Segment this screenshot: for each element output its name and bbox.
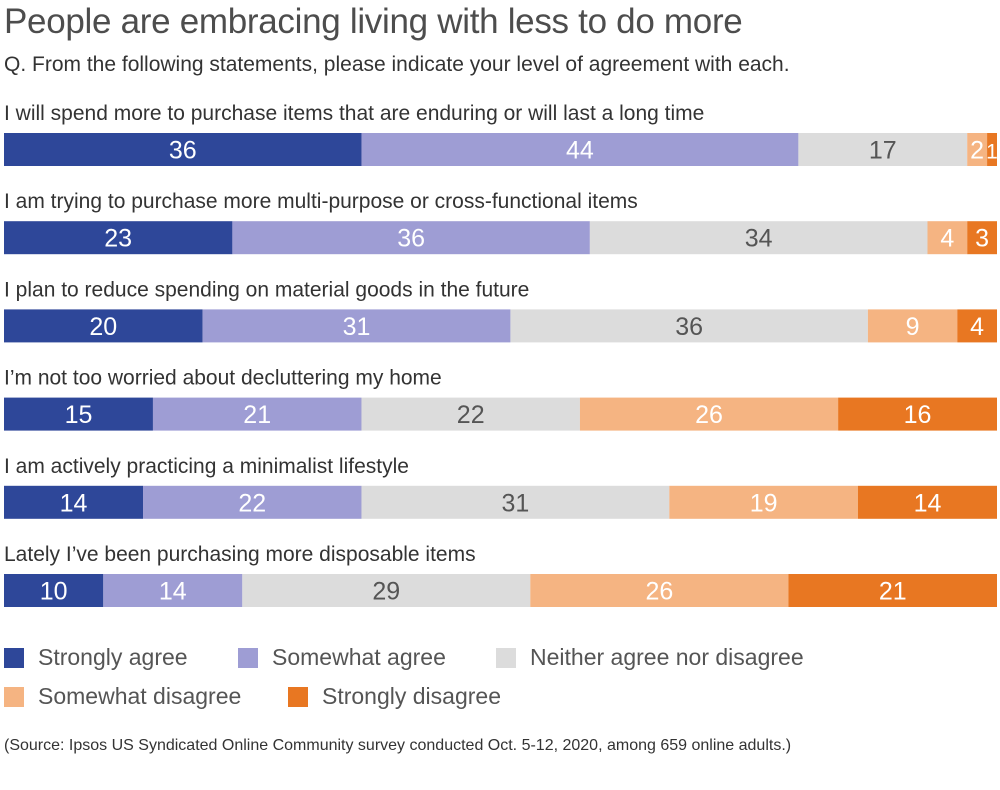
bar-segment-somewhat-disagree [867,309,958,343]
bar-segment-somewhat-disagree [530,574,789,607]
legend-label-somewhat-agree: Somewhat agree [272,644,446,670]
bar-segment-neither [361,485,670,519]
data-label: 19 [750,489,778,517]
data-label: 14 [914,489,942,517]
bar-segment-strongly-agree [4,221,233,255]
legend-label-neither: Neither agree nor disagree [530,644,804,670]
legend-label-somewhat-disagree: Somewhat disagree [38,683,242,709]
legend-label-strongly-agree: Strongly agree [38,644,188,670]
legend-swatch-somewhat-disagree [4,686,24,707]
bar-segment-somewhat-disagree [967,133,988,166]
data-label: 22 [457,401,485,429]
category-label: I will spend more to purchase items that… [4,102,704,125]
data-label: 44 [566,137,594,165]
data-label: 14 [60,489,88,517]
bar-segment-strongly-agree [4,574,104,607]
category-label: I’m not too worried about decluttering m… [4,367,442,390]
data-label: 15 [65,401,93,429]
bar-segment-strongly-disagree [987,133,997,166]
bar-segment-neither [510,309,868,343]
data-label: 26 [645,578,673,606]
bar-segment-neither [589,221,928,255]
chart-subtitle: Q. From the following statements, please… [4,53,790,76]
legend-swatch-strongly-disagree [288,686,308,707]
legend-swatch-strongly-agree [4,647,24,668]
data-label: 21 [879,578,907,606]
data-label: 20 [89,313,117,341]
legend-swatch-somewhat-agree [238,647,258,668]
legend-item-somewhat-agree: Somewhat agree [238,644,446,671]
data-label: 4 [970,313,984,341]
bar-segment-neither [798,133,968,166]
data-label: 10 [40,578,68,606]
bar-segment-strongly-disagree [967,221,997,255]
bar-segment-neither [361,397,580,431]
bar-segment-somewhat-agree [361,133,799,166]
data-label: 9 [906,313,920,341]
category-label: I plan to reduce spending on material go… [4,278,529,301]
data-label: 4 [940,225,954,253]
bar-segment-somewhat-agree [103,574,243,607]
legend-item-neither: Neither agree nor disagree [496,644,804,671]
data-label: 36 [675,313,703,341]
category-label: Lately I’ve been purchasing more disposa… [4,543,476,566]
data-label: 3 [975,225,989,253]
stacked-bar-chart: I will spend more to purchase items that… [4,102,998,607]
data-label: 21 [243,401,271,429]
bar-segment-somewhat-disagree [669,485,858,519]
data-label: 29 [372,578,400,606]
legend-swatch-neither [496,647,516,668]
data-label: 2 [970,137,984,165]
chart-title: People are embracing living with less to… [4,2,743,41]
bar-segment-neither [242,574,531,607]
bar-segment-strongly-agree [4,309,203,343]
data-label: 26 [695,401,723,429]
data-label: 14 [159,578,187,606]
data-label: 36 [397,225,425,253]
bar-segment-somewhat-disagree [579,397,839,431]
bar-segment-somewhat-agree [143,485,362,519]
data-label: 36 [169,137,197,165]
legend-item-strongly-disagree: Strongly disagree [288,683,501,710]
data-label: 31 [501,489,529,517]
data-label: 1 [986,141,998,164]
category-label: I am trying to purchase more multi-purpo… [4,190,638,213]
category-label: I am actively practicing a minimalist li… [4,455,409,478]
bar-segment-strongly-agree [4,397,153,431]
bar-segment-strongly-disagree [957,309,997,343]
legend-item-somewhat-disagree: Somewhat disagree [4,683,241,710]
bar-segment-strongly-agree [4,485,144,519]
data-label: 23 [104,225,132,253]
bar-segment-somewhat-agree [232,221,590,255]
data-label: 17 [869,137,897,165]
bar-segment-strongly-disagree [788,574,997,607]
bar-segment-somewhat-agree [152,397,362,431]
source-note: (Source: Ipsos US Syndicated Online Comm… [4,737,792,754]
bar-segment-strongly-disagree [857,485,997,519]
bar-segment-somewhat-disagree [927,221,968,255]
data-label: 16 [904,401,932,429]
bar-segment-strongly-agree [4,133,362,166]
data-label: 31 [343,313,371,341]
data-label: 34 [745,225,773,253]
data-label: 22 [238,489,266,517]
bar-segment-strongly-disagree [838,397,997,431]
legend-item-strongly-agree: Strongly agree [4,644,188,671]
bar-segment-somewhat-agree [202,309,511,343]
legend-label-strongly-disagree: Strongly disagree [322,683,501,709]
